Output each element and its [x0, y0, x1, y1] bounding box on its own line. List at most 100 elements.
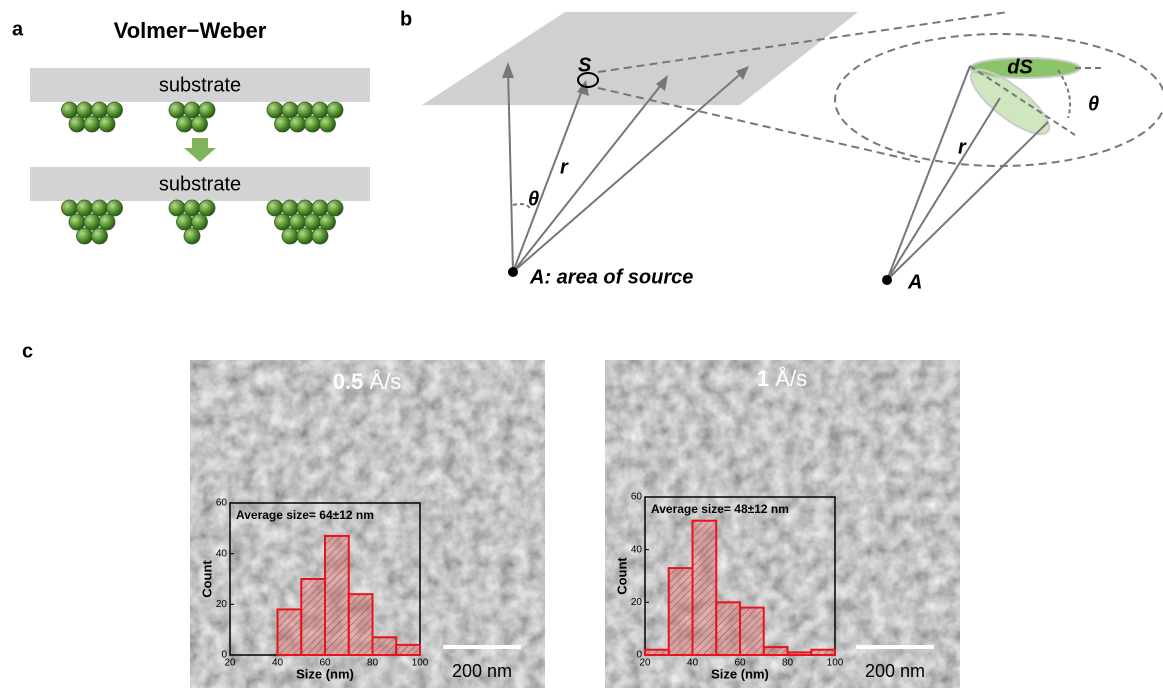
atom — [184, 228, 200, 244]
atom — [297, 200, 313, 216]
atom — [320, 214, 336, 230]
y-tick-label: 40 — [216, 548, 228, 559]
x-axis-label: Size (nm) — [296, 666, 354, 681]
bar — [740, 608, 764, 655]
atom — [290, 116, 306, 132]
x-axis-label: Size (nm) — [711, 666, 769, 681]
atom — [77, 228, 93, 244]
atom — [275, 214, 291, 230]
atom — [84, 116, 100, 132]
bar — [811, 650, 835, 655]
sem-image — [605, 360, 960, 688]
bar — [325, 536, 349, 655]
atom — [62, 102, 78, 118]
source-point — [508, 267, 518, 277]
substrate-label: substrate — [159, 74, 241, 96]
atom — [99, 116, 115, 132]
x-tick-label: 80 — [782, 658, 794, 669]
bar — [788, 652, 812, 655]
y-tick-label: 40 — [631, 544, 643, 555]
x-tick-label: 40 — [687, 658, 699, 669]
x-tick-label: 40 — [272, 658, 284, 669]
bar — [693, 521, 717, 655]
element-label: dS — [1007, 56, 1033, 78]
atom — [312, 200, 328, 216]
bar — [669, 568, 693, 655]
bar — [645, 650, 669, 655]
atom — [77, 200, 93, 216]
atom — [107, 200, 123, 216]
atom — [192, 116, 208, 132]
source-label: A — [907, 271, 922, 293]
atom — [305, 116, 321, 132]
plane — [422, 12, 858, 105]
atom — [320, 116, 336, 132]
substrate-label: substrate — [159, 173, 241, 195]
rate: 0.5 Å/s — [333, 369, 402, 394]
distance-label: r — [958, 136, 967, 158]
atom — [282, 102, 298, 118]
scale-label: 200 nm — [865, 661, 925, 681]
panel-label: b — [400, 8, 412, 30]
atom — [267, 200, 283, 216]
atom — [297, 102, 313, 118]
atom — [297, 228, 313, 244]
atom — [267, 102, 283, 118]
atom — [282, 200, 298, 216]
angle-label: θ — [1088, 93, 1099, 115]
atom — [199, 102, 215, 118]
atom — [99, 214, 115, 230]
atom — [92, 228, 108, 244]
y-tick-label: 60 — [216, 498, 228, 509]
x-tick-label: 100 — [412, 658, 429, 669]
atom — [169, 102, 185, 118]
atom — [184, 200, 200, 216]
atom — [62, 200, 78, 216]
figure: a Volmer−Weber substrate substrate b S r… — [0, 0, 1163, 688]
source-point — [882, 275, 892, 285]
atom — [177, 214, 193, 230]
atom — [84, 214, 100, 230]
atom — [312, 228, 328, 244]
atom — [77, 102, 93, 118]
atom — [192, 214, 208, 230]
atom — [290, 214, 306, 230]
panel-label: c — [22, 340, 33, 362]
bar — [349, 594, 373, 655]
atom — [199, 200, 215, 216]
distance-label: r — [560, 156, 569, 178]
arrow — [184, 138, 216, 162]
atom — [69, 214, 85, 230]
angle-label: θ — [528, 188, 539, 210]
x-tick-label: 80 — [367, 658, 379, 669]
x-tick-label: 100 — [827, 658, 844, 669]
source-label: A: area of source — [529, 266, 693, 288]
bar — [301, 579, 325, 655]
atom — [107, 102, 123, 118]
atom — [69, 116, 85, 132]
atom — [92, 200, 108, 216]
y-axis-label: Count — [614, 557, 629, 595]
atom — [177, 116, 193, 132]
bar — [278, 609, 302, 655]
scale-label: 200 nm — [452, 661, 512, 681]
atom — [169, 200, 185, 216]
y-tick-label: 60 — [631, 492, 643, 503]
panel-label: a — [12, 18, 24, 40]
bar — [373, 637, 397, 655]
atom — [305, 214, 321, 230]
atom — [327, 200, 343, 216]
atom — [184, 102, 200, 118]
x-tick-label: 20 — [224, 658, 236, 669]
atom — [312, 102, 328, 118]
rate-value: 1 — [757, 366, 769, 391]
atom — [92, 102, 108, 118]
annotation: Average size= 48±12 nm — [651, 502, 789, 516]
rate-unit: Å/s — [369, 369, 401, 394]
rate-value: 0.5 — [333, 369, 364, 394]
bar — [764, 647, 788, 655]
rate-unit: Å/s — [775, 366, 807, 391]
y-tick-label: 20 — [216, 599, 228, 610]
annotation: Average size= 64±12 nm — [236, 508, 374, 522]
panel-title: Volmer−Weber — [114, 18, 267, 43]
